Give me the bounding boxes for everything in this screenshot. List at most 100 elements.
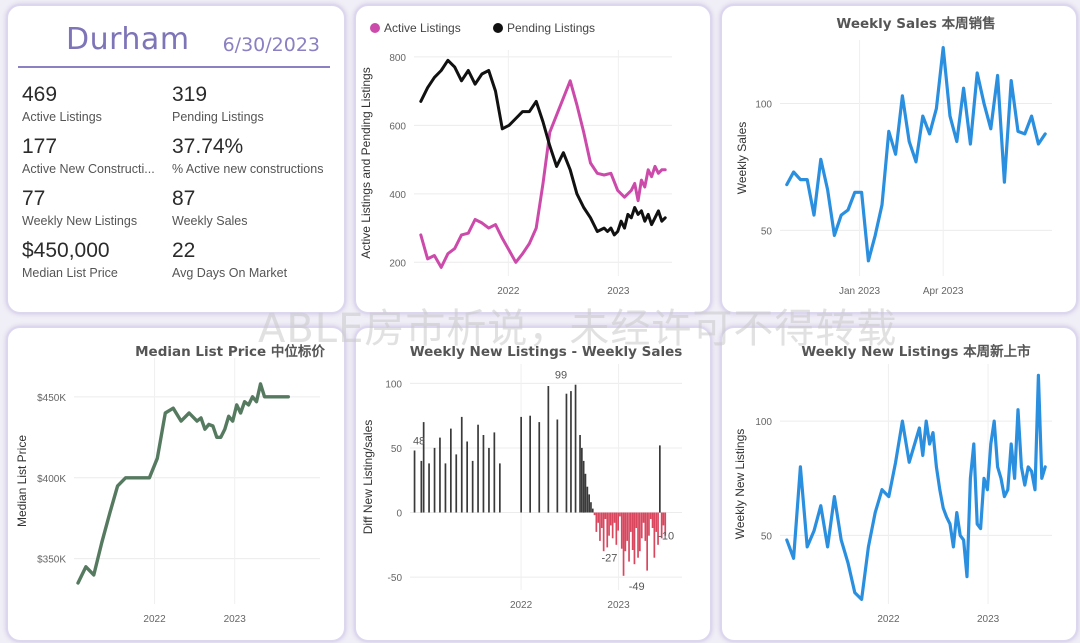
diff-bar — [582, 460, 585, 513]
diff-bar — [602, 512, 605, 552]
kpi-card: Durham 6/30/2023 469 Active Listings 319… — [6, 4, 346, 314]
diff-bar — [488, 447, 490, 513]
diff-chart-card: -50 0 50 100 2022 2023 Diff New Listing/sales W… — [354, 326, 712, 642]
kpi-label: Active New Constructi... — [22, 162, 155, 176]
diff-bar — [662, 512, 665, 526]
diff-bar — [628, 512, 630, 562]
diff-bar — [455, 454, 458, 513]
x-tick-label: 2022 — [877, 614, 900, 625]
diff-bar — [586, 486, 589, 513]
legend-label: Pending Listings — [507, 21, 595, 35]
diff-bar — [471, 460, 474, 513]
diff-bar — [477, 424, 479, 513]
diff-bar — [420, 460, 423, 513]
active-pending-chart-card: 200 400 600 800 2022 2023 Active Listings and … — [354, 4, 712, 314]
legend-label: Active Listings — [384, 21, 461, 35]
y-tick-label: 400 — [389, 190, 406, 201]
active-pending-chart: 200 400 600 800 2022 2023 Active Listings and … — [359, 21, 672, 297]
diff-bar — [570, 391, 572, 513]
data-label: -49 — [629, 581, 645, 593]
diff-bar — [597, 512, 599, 523]
diff-bar — [619, 512, 621, 517]
weekly-sales-chart-card: 50 100 Jan 2023 Apr 2023 Weekly Sales Weekly … — [720, 4, 1078, 314]
diff-bar — [460, 416, 463, 513]
diff-bar — [637, 512, 639, 558]
diff-bar — [655, 512, 658, 532]
diff-bar — [538, 422, 541, 513]
kpi-value: 469 — [22, 83, 58, 106]
series-line-median-list-price — [76, 382, 290, 585]
y-tick-label: 800 — [389, 53, 406, 64]
weekly-sales-chart: 50 100 Jan 2023 Apr 2023 Weekly Sales Weekly … — [735, 15, 1052, 297]
diff-bar — [595, 512, 598, 532]
y-tick-label: 0 — [396, 509, 402, 520]
series-line-pending-listings — [419, 58, 667, 237]
diff-bar — [630, 512, 632, 532]
kpi-label: Weekly New Listings — [22, 214, 138, 228]
diff-bar — [601, 512, 603, 528]
legend-marker — [493, 23, 503, 33]
diff-bar — [493, 432, 496, 513]
x-tick-label: 2023 — [977, 614, 1000, 625]
diff-bar — [651, 512, 654, 528]
diff-bar — [615, 512, 618, 545]
y-tick-label: 100 — [755, 417, 772, 428]
series-line-active-listings — [419, 79, 667, 269]
diff-bar — [428, 463, 430, 513]
city-title: Durham — [66, 22, 190, 57]
diff-bar — [556, 419, 559, 513]
y-tick-label: 50 — [761, 226, 773, 237]
x-tick-label: 2022 — [510, 600, 533, 611]
diff-bar — [640, 512, 643, 539]
diff-bar — [611, 512, 614, 539]
report-date: 6/30/2023 — [222, 34, 320, 56]
data-label: -27 — [602, 552, 618, 564]
diff-bar — [547, 386, 550, 513]
diff-bar — [606, 512, 609, 548]
diff-bar — [644, 512, 647, 541]
diff-bar — [608, 512, 610, 536]
diff-bar — [529, 415, 531, 513]
x-tick-label: 2022 — [143, 614, 166, 625]
chart-title: Median List Price 中位标价 — [135, 343, 325, 360]
diff-bar — [631, 512, 634, 550]
y-tick-label: $400K — [37, 474, 66, 485]
kpi-label: Weekly Sales — [172, 214, 248, 228]
x-tick-label: 2023 — [607, 286, 630, 297]
x-tick-label: 2022 — [497, 286, 520, 297]
diff-bar — [639, 512, 641, 552]
diff-bar — [499, 463, 501, 513]
x-tick-label: 2023 — [607, 600, 630, 611]
y-tick-label: 100 — [755, 99, 772, 110]
y-tick-label: 100 — [385, 379, 402, 390]
diff-bar — [520, 416, 522, 513]
kpi-value: 77 — [22, 187, 46, 210]
series-line-weekly-new-listings — [785, 373, 1047, 601]
diff-bar — [649, 512, 652, 519]
diff-bar — [646, 512, 648, 571]
diff-bar — [593, 512, 596, 516]
diff-bar — [579, 435, 581, 513]
kpi-value: 37.74% — [172, 135, 244, 158]
new-listings-chart: 50 100 2022 2023 Weekly New Listings Weekly N… — [733, 343, 1052, 625]
kpi-label: Active Listings — [22, 110, 102, 124]
chart-title: Weekly New Listings 本周新上市 — [801, 343, 1031, 360]
kpi-weekly-new-listings: 77 Weekly New Listings — [22, 186, 162, 230]
y-axis-label: Diff New Listing/sales — [361, 420, 375, 535]
y-axis-label: Weekly Sales — [735, 122, 749, 194]
kpi-divider — [18, 66, 330, 68]
kpi-pending-listings: 319 Pending Listings — [172, 82, 312, 126]
diff-bar — [624, 512, 627, 552]
y-tick-label: 200 — [389, 258, 406, 269]
diff-bar — [617, 512, 619, 531]
x-tick-label: Jan 2023 — [839, 286, 881, 297]
y-axis-label: Active Listings and Pending Listings — [359, 67, 373, 258]
diff-bar — [584, 473, 587, 513]
y-tick-label: 600 — [389, 121, 406, 132]
x-tick-label: 2023 — [224, 614, 247, 625]
kpi-value: $450,000 — [22, 239, 110, 262]
kpi-active-new-construction: 177 Active New Constructi... — [22, 134, 162, 178]
kpi-label: Median List Price — [22, 266, 118, 280]
diff-chart: -50 0 50 100 2022 2023 Diff New Listing/sales W… — [361, 344, 682, 611]
diff-bar — [622, 512, 625, 576]
